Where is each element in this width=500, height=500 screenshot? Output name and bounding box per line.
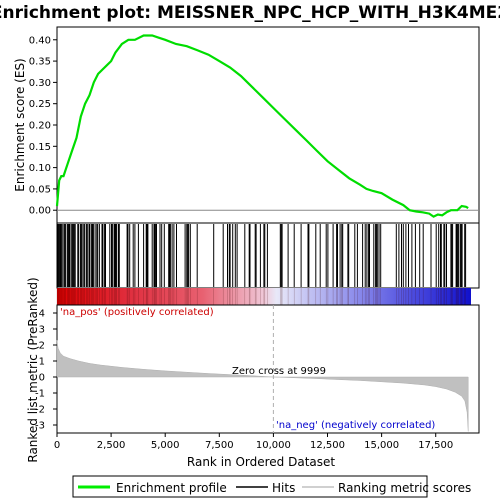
metric-y-tick-label: 0 xyxy=(39,373,45,384)
legend: Enrichment profile Hits Ranking metric s… xyxy=(72,475,471,498)
es-y-tick-label: 0.05 xyxy=(29,184,51,195)
es-y-ticks: 0.00 0.05 0.10 0.15 0.20 0.25 0.30 0.35 0.40 xyxy=(29,35,57,217)
metric-y-axis-label: Ranked list metric (PreRanked) xyxy=(26,277,40,462)
metric-panel: -3 -2 -1 0 1 2 3 4 0 2,500 5,000 7,500 10,000 12,500… xyxy=(26,277,480,469)
legend-enrichment-label: Enrichment profile xyxy=(116,481,227,495)
es-plot-frame xyxy=(56,26,480,224)
x-axis-label: Rank in Ordered Dataset xyxy=(187,455,335,469)
pos-correlated-label: 'na_pos' (positively correlated) xyxy=(60,307,214,318)
es-y-axis-label: Enrichment score (ES) xyxy=(13,58,27,191)
x-tick-label: 7,500 xyxy=(205,440,234,451)
es-y-tick-label: 0.25 xyxy=(29,99,51,110)
legend-hits-label: Hits xyxy=(272,481,295,495)
enrichment-profile-line xyxy=(55,34,469,218)
metric-y-tick-label: 3 xyxy=(39,325,45,336)
x-tick-label: 17,500 xyxy=(418,440,453,451)
es-y-tick-label: 0.40 xyxy=(29,35,51,46)
es-y-tick-label: 0.30 xyxy=(29,78,51,89)
es-y-tick-label: 0.35 xyxy=(29,57,51,68)
es-panel: 0.00 0.05 0.10 0.15 0.20 0.25 0.30 0.35 0.40 Enr… xyxy=(13,26,480,224)
es-y-tick-label: 0.15 xyxy=(29,142,51,153)
es-y-tick-label: 0.20 xyxy=(29,121,51,132)
x-tick-label: 10,000 xyxy=(256,440,291,451)
x-tick-label: 15,000 xyxy=(364,440,399,451)
x-tick-label: 0 xyxy=(54,440,60,451)
band-hit-lines xyxy=(56,288,466,305)
es-y-tick-label: 0.00 xyxy=(29,206,51,217)
metric-y-tick-label: 2 xyxy=(39,341,45,352)
hits-panel xyxy=(56,222,480,289)
x-tick-label: 12,500 xyxy=(310,440,345,451)
chart-title: Enrichment plot: MEISSNER_NPC_HCP_WITH_H… xyxy=(0,3,500,23)
color-band xyxy=(57,288,471,305)
metric-x-ticks: 0 2,500 5,000 7,500 10,000 12,500 15,000 17,500 xyxy=(54,433,453,451)
legend-metric-label: Ranking metric scores xyxy=(338,481,471,495)
x-tick-label: 5,000 xyxy=(151,440,180,451)
x-tick-label: 2,500 xyxy=(97,440,126,451)
metric-y-tick-label: 4 xyxy=(39,309,45,320)
metric-y-ticks: -3 -2 -1 0 1 2 3 4 xyxy=(35,309,57,432)
metric-y-tick-label: 1 xyxy=(39,357,45,368)
es-y-tick-label: 0.10 xyxy=(29,163,51,174)
rank-color-band xyxy=(56,288,471,305)
metric-y-tick-label: -1 xyxy=(35,389,45,400)
hit-markers xyxy=(56,224,467,287)
metric-y-tick-label: -3 xyxy=(35,421,45,432)
metric-y-tick-label: -2 xyxy=(35,405,45,416)
zero-cross-label: Zero cross at 9999 xyxy=(232,366,326,377)
neg-correlated-label: 'na_neg' (negatively correlated) xyxy=(276,420,435,431)
